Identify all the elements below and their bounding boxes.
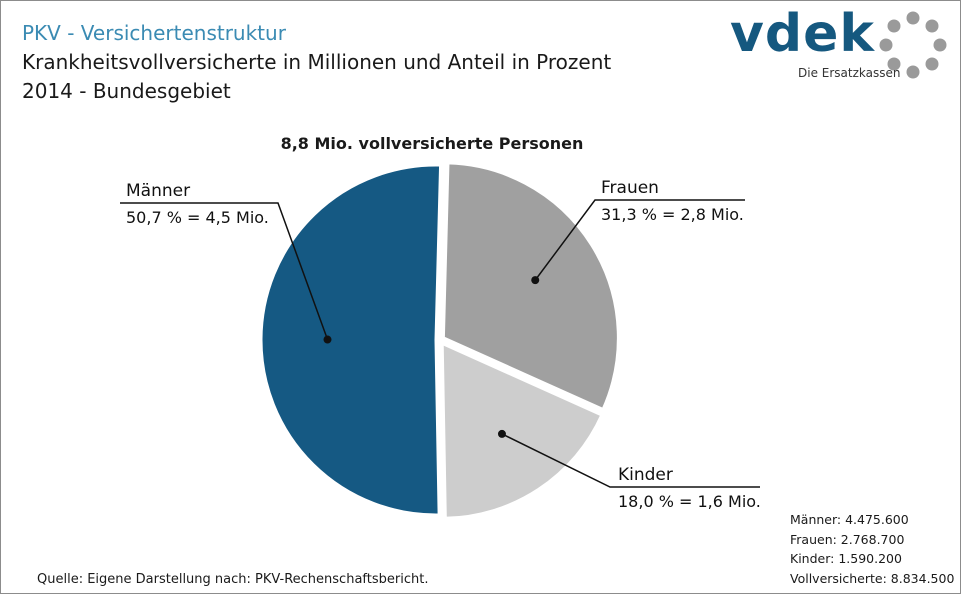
slice-label-value-1: 18,0 % = 1,6 Mio. [618,492,761,511]
slice-label-value-2: 50,7 % = 4,5 Mio. [126,208,269,227]
total-vollversicherte: Vollversicherte: 8.834.500 [790,570,955,586]
pie-slice-kinder [440,341,604,520]
logo-tagline: Die Ersatzkassen [798,66,901,80]
page-subtitle: Krankheitsvollversicherte in Millionen u… [22,50,612,74]
total-frauen: Frauen: 2.768.700 [790,531,905,547]
slice-label-value-0: 31,3 % = 2,8 Mio. [601,205,744,224]
total-maenner: Männer: 4.475.600 [790,512,909,527]
leader-line-2 [120,202,329,340]
pie-slice-frauen [441,161,620,412]
chart-title: 8,8 Mio. vollversicherte Personen [280,134,584,153]
slice-label-name-0: Frauen [601,178,659,198]
totals-box: Männer: 4.475.600 Frauen: 2.768.700 Kind… [790,510,954,588]
leader-line-1 [501,433,760,488]
logo-ring-icon [879,11,947,79]
slice-label-name-1: Kinder [618,465,673,485]
total-kinder: Kinder: 1.590.200 [790,551,902,566]
leader-line-0 [534,199,745,281]
slice-label-name-2: Männer [126,181,190,201]
page-subtitle-year: 2014 - Bundesgebiet [22,79,231,103]
source-note: Quelle: Eigene Darstellung nach: PKV-Rec… [37,572,429,587]
pie-slice-maenner [259,163,443,517]
page-title: PKV - Versichertenstruktur [22,21,286,45]
vdek-logo: vdek Die Ersatzkassen [730,4,950,82]
logo-wordmark: vdek [730,4,875,64]
